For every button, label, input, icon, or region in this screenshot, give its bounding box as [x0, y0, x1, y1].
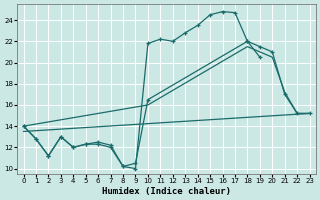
X-axis label: Humidex (Indice chaleur): Humidex (Indice chaleur) [102, 187, 231, 196]
